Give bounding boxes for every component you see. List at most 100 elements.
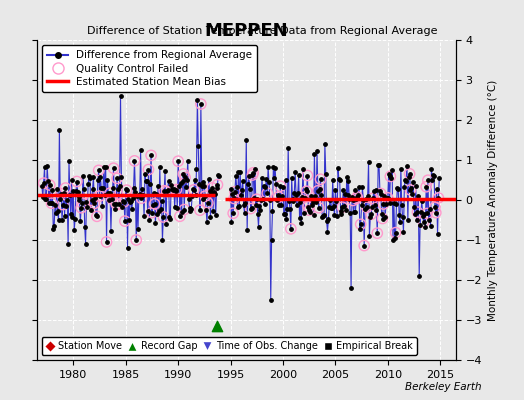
- Point: [41, 196, 50, 202]
- Point: [270, 174, 278, 181]
- Point: [56, 196, 64, 202]
- Point: [285, 198, 293, 204]
- Point: [179, 171, 188, 177]
- Point: [44, 178, 52, 184]
- Point: [106, 190, 114, 196]
- Point: [122, 186, 130, 193]
- Point: [387, 175, 396, 181]
- Point: [95, 193, 104, 199]
- Point: [291, 169, 299, 175]
- Point: [391, 230, 400, 236]
- Point: [358, 184, 367, 190]
- Point: [133, 193, 141, 199]
- Point: [271, 164, 279, 171]
- Point: [146, 181, 155, 188]
- Point: [314, 188, 322, 194]
- Point: [229, 210, 237, 216]
- Point: [195, 180, 203, 187]
- Point: [107, 227, 115, 234]
- Point: [254, 224, 263, 230]
- Point: [151, 220, 160, 226]
- Point: [106, 190, 114, 196]
- Point: [410, 204, 418, 210]
- Point: [394, 186, 402, 192]
- Point: [297, 220, 305, 226]
- Point: [135, 192, 143, 198]
- Point: [157, 197, 166, 204]
- Point: [141, 178, 150, 184]
- Point: [64, 241, 72, 247]
- Point: [204, 200, 212, 206]
- Point: [84, 180, 92, 187]
- Point: [260, 201, 269, 207]
- Point: [147, 152, 155, 158]
- Point: [269, 164, 278, 170]
- Point: [107, 196, 116, 202]
- Point: [283, 206, 291, 212]
- Point: [202, 207, 210, 213]
- Point: [249, 170, 257, 176]
- Point: [427, 166, 435, 172]
- Point: [178, 209, 186, 216]
- Point: [338, 204, 346, 210]
- Point: [392, 201, 401, 208]
- Point: [281, 177, 290, 184]
- Point: [233, 184, 241, 190]
- Point: [401, 177, 409, 183]
- Point: [280, 210, 289, 217]
- Point: [245, 173, 253, 180]
- Point: [149, 190, 158, 196]
- Point: [259, 196, 267, 202]
- Point: [81, 241, 90, 247]
- Point: [148, 210, 156, 216]
- Point: [296, 214, 304, 221]
- Point: [229, 210, 237, 216]
- Point: [330, 203, 338, 209]
- Point: [425, 206, 434, 212]
- Point: [48, 187, 57, 194]
- Point: [246, 186, 254, 192]
- Point: [73, 188, 82, 195]
- Point: [93, 213, 101, 220]
- Point: [237, 192, 245, 198]
- Point: [72, 188, 80, 194]
- Point: [429, 172, 438, 178]
- Point: [92, 212, 100, 218]
- Point: [121, 218, 129, 224]
- Point: [331, 186, 340, 193]
- Point: [115, 201, 123, 208]
- Point: [390, 200, 398, 206]
- Point: [385, 171, 393, 177]
- Point: [343, 174, 351, 180]
- Point: [73, 178, 81, 185]
- Point: [206, 214, 215, 220]
- Point: [196, 207, 204, 214]
- Point: [231, 188, 239, 195]
- Point: [381, 214, 389, 220]
- Point: [353, 194, 362, 200]
- Point: [272, 197, 281, 204]
- Point: [147, 152, 155, 158]
- Point: [155, 208, 163, 214]
- Point: [314, 188, 322, 194]
- Point: [352, 195, 361, 202]
- Point: [308, 202, 316, 208]
- Point: [323, 228, 332, 235]
- Point: [284, 145, 292, 151]
- Point: [226, 186, 235, 193]
- Point: [364, 159, 373, 165]
- Point: [156, 164, 164, 170]
- Point: [193, 97, 202, 103]
- Point: [373, 230, 381, 236]
- Point: [362, 196, 370, 202]
- Point: [204, 200, 212, 206]
- Point: [159, 214, 168, 220]
- Point: [383, 194, 391, 201]
- Point: [181, 174, 189, 181]
- Point: [249, 170, 257, 176]
- Point: [386, 173, 395, 180]
- Point: [406, 170, 414, 177]
- Point: [352, 195, 361, 202]
- Point: [412, 216, 421, 223]
- Point: [160, 188, 168, 194]
